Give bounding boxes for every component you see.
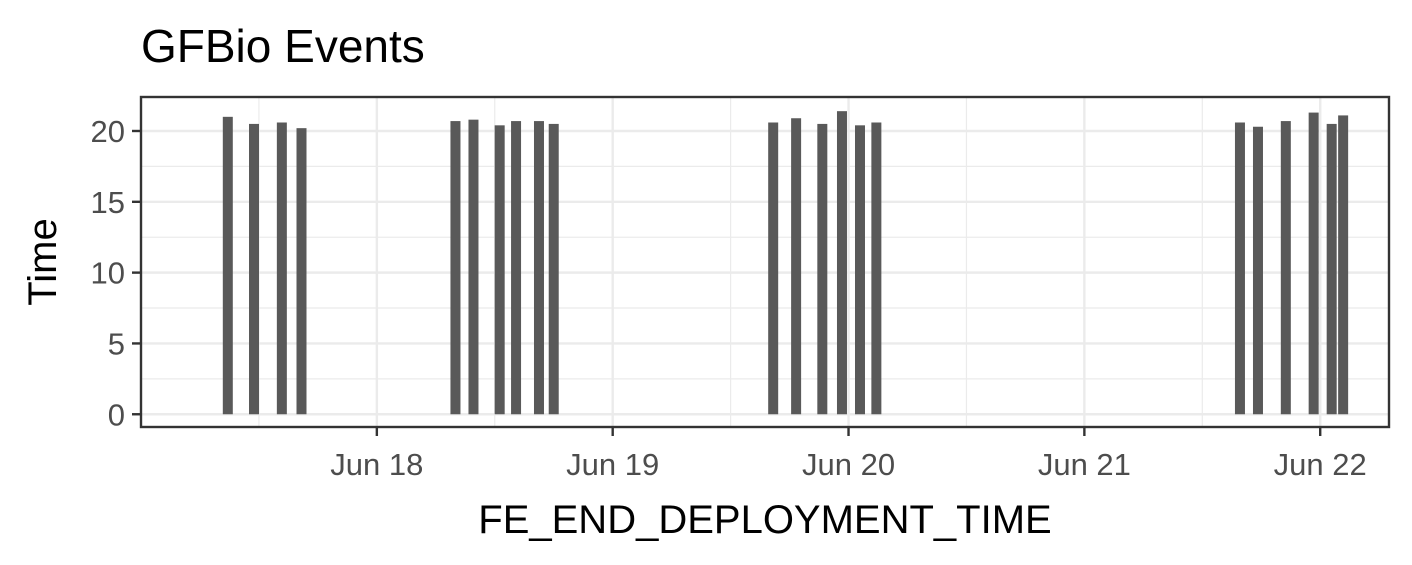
y-tick-label: 10 — [91, 256, 125, 291]
y-tick-label: 20 — [91, 114, 125, 149]
bar — [494, 125, 505, 415]
bar — [296, 128, 307, 415]
bar — [1338, 115, 1349, 415]
x-tick-label: Jun 22 — [1274, 447, 1367, 482]
y-axis: 0 5 10 15 20 — [91, 114, 141, 432]
bar — [533, 121, 544, 415]
bar — [249, 123, 260, 415]
chart-title: GFBio Events — [141, 20, 425, 72]
bar — [1234, 122, 1245, 415]
bars — [222, 111, 1349, 415]
panel-border — [139, 95, 1391, 429]
bar — [1326, 123, 1337, 415]
x-axis-title: FE_END_DEPLOYMENT_TIME — [478, 498, 1051, 542]
bar — [854, 125, 865, 415]
y-tick-label: 0 — [108, 397, 125, 432]
x-tick-label: Jun 19 — [566, 447, 659, 482]
x-tick-label: Jun 18 — [330, 447, 423, 482]
bar — [1308, 112, 1319, 415]
x-tick-label: Jun 21 — [1038, 447, 1131, 482]
x-axis: Jun 18 Jun 19 Jun 20 Jun 21 Jun 22 — [330, 427, 1367, 482]
y-tick-label: 5 — [108, 326, 125, 361]
bar — [791, 118, 802, 415]
bar — [468, 119, 479, 415]
bar — [1252, 126, 1263, 415]
panel-background — [141, 97, 1389, 427]
y-axis-title: Time — [21, 218, 65, 305]
bar — [1280, 121, 1291, 415]
bar — [871, 122, 882, 415]
y-tick-label: 15 — [91, 185, 125, 220]
bar — [768, 122, 779, 415]
bar — [511, 121, 522, 415]
bar — [276, 122, 287, 415]
bar — [836, 111, 847, 415]
bar — [548, 123, 559, 415]
x-tick-label: Jun 20 — [802, 447, 895, 482]
bar — [817, 123, 828, 415]
bar — [222, 116, 233, 415]
bar — [450, 121, 461, 415]
